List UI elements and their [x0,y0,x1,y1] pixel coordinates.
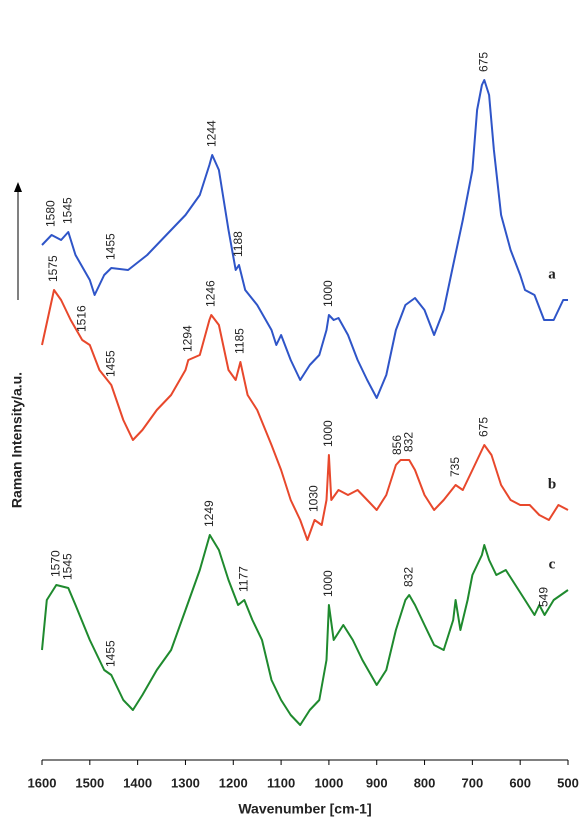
peak-label: 1455 [104,640,118,667]
x-axis-title: Wavenumber [cm-1] [238,801,371,817]
x-tick-label: 700 [462,775,484,790]
peak-label: 1545 [60,553,74,580]
peak-label: 1580 [44,200,58,227]
peak-label: 1455 [104,233,118,260]
peak-label: 675 [476,52,490,72]
x-tick-label: 1500 [75,775,104,790]
x-tick-label: 1400 [123,775,152,790]
x-tick-label: 1100 [267,775,295,790]
peak-label: 1185 [233,328,247,354]
peak-label: 1000 [321,570,335,597]
x-tick-label: 800 [414,775,436,790]
peak-label: 1244 [204,120,218,147]
arrow-head [14,182,22,192]
x-tick-label: 1200 [219,775,248,790]
x-tick-label: 500 [557,775,579,790]
series-label: a [548,266,556,282]
x-tick-label: 1000 [314,775,343,790]
series-label: b [548,476,556,492]
spectrum-line [41,79,568,399]
peak-label: 1177 [236,566,250,592]
peak-label: 1516 [74,305,88,332]
peak-label: 832 [401,432,415,452]
peak-label: 675 [476,417,490,437]
peak-label: 1188 [231,231,245,257]
peak-label: 735 [448,457,462,477]
peak-label: 549 [537,587,551,607]
peak-label: 832 [401,567,415,587]
peak-label: 856 [390,435,404,455]
y-axis-title: Raman Intensity/a.u. [9,372,25,508]
peak-label: 1246 [203,280,217,307]
peak-label: 1455 [104,350,118,377]
x-tick-label: 600 [509,775,531,790]
peak-label: 1294 [180,325,194,352]
x-tick-label: 1600 [28,775,57,790]
peak-label: 1000 [321,420,335,447]
peak-label: 1030 [307,485,321,512]
peak-label: 1575 [46,255,60,282]
spectrum-line [41,534,569,726]
peak-label: 1249 [202,500,216,527]
peak-label: 1545 [60,197,74,224]
x-tick-label: 1300 [171,775,200,790]
series-label: c [549,556,556,572]
peak-label: 1000 [321,280,335,307]
spectrum-line [41,289,569,541]
peak-label: 1570 [49,550,63,577]
x-tick-label: 900 [366,775,388,790]
